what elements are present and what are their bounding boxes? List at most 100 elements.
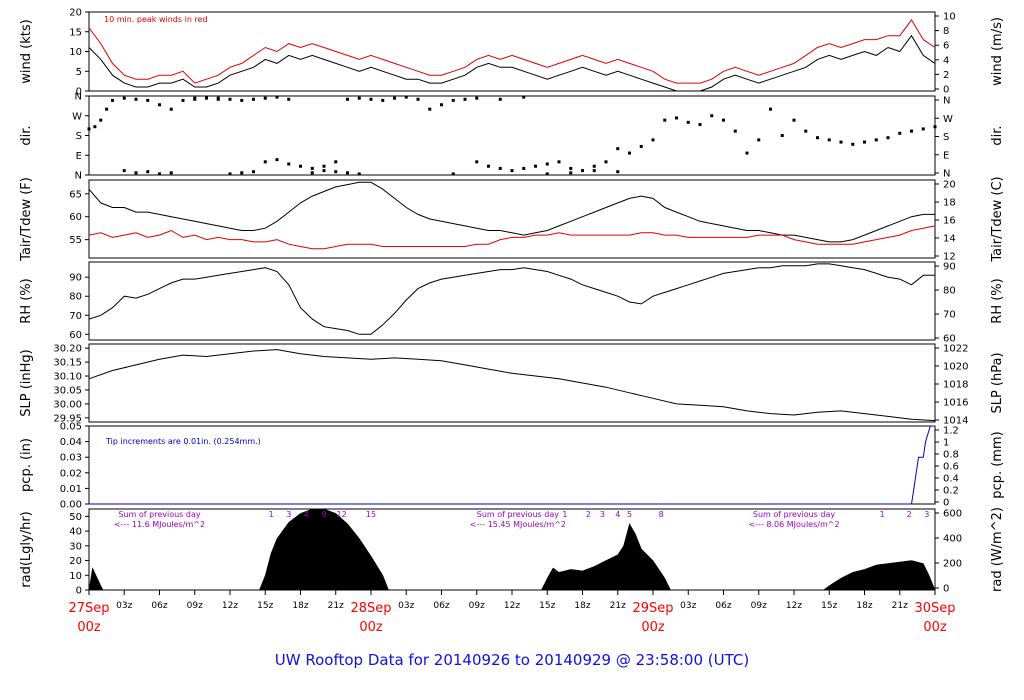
data-point bbox=[451, 98, 455, 102]
right-tick-label: 0.6 bbox=[943, 462, 959, 473]
left-axis-title: RH (%) bbox=[19, 278, 34, 323]
data-point bbox=[898, 131, 902, 135]
rad-hour-mark: 4 bbox=[304, 510, 309, 519]
right-tick-label: 70 bbox=[943, 310, 956, 321]
right-tick-label: 10 bbox=[943, 12, 956, 23]
left-tick-label: 0.04 bbox=[60, 437, 82, 448]
right-tick-label: N bbox=[943, 169, 950, 180]
data-point bbox=[169, 107, 173, 111]
rad-hour-mark: 1 bbox=[562, 510, 567, 519]
right-tick-label: 1022 bbox=[943, 344, 968, 355]
data-point bbox=[158, 172, 161, 176]
rad-hour-mark: 15 bbox=[366, 510, 376, 519]
data-point bbox=[569, 166, 573, 170]
data-point bbox=[357, 96, 361, 100]
left-tick-label: 40 bbox=[69, 527, 82, 538]
right-tick-label: 80 bbox=[943, 286, 956, 297]
data-point bbox=[651, 138, 655, 142]
data-point bbox=[557, 160, 561, 164]
data-point bbox=[111, 98, 114, 102]
wind-annotation: 10 min. peak winds in red bbox=[104, 15, 208, 24]
left-tick-label: 10 bbox=[69, 571, 82, 582]
rad-hour-mark: 2 bbox=[586, 510, 591, 519]
data-point bbox=[346, 97, 349, 101]
panel-rad: 0 10 20 30 40 50 0 200 400 600 rad(Lgly/hr) rad (W/… bbox=[19, 507, 1005, 596]
series-line-mean bbox=[88, 34, 936, 92]
data-point bbox=[522, 166, 526, 170]
left-tick-label: 20 bbox=[69, 8, 82, 19]
right-tick-label: 6 bbox=[943, 41, 949, 52]
data-point bbox=[287, 97, 291, 101]
left-tick-label: 90 bbox=[69, 273, 82, 284]
data-point bbox=[510, 169, 514, 173]
x-hour-label: 03z bbox=[398, 601, 414, 611]
panel-rh: 60 70 80 90 60 70 80 90 RH (%) RH (%) bbox=[19, 261, 1005, 345]
data-point bbox=[733, 129, 737, 133]
data-point bbox=[334, 170, 338, 174]
rad-hour-mark: 3 bbox=[600, 510, 605, 519]
right-tick-label: 0.4 bbox=[943, 474, 959, 485]
right-tick-label: 90 bbox=[943, 262, 956, 273]
right-tick-label: 20 bbox=[943, 180, 956, 191]
x-hour-label: 12z bbox=[504, 601, 520, 611]
left-axis-title: wind (kts) bbox=[19, 19, 34, 83]
panel-frame bbox=[88, 343, 936, 423]
right-tick-label: 4 bbox=[943, 55, 949, 66]
left-tick-label: 30 bbox=[69, 541, 82, 552]
x-hour-label: 09z bbox=[187, 601, 203, 611]
left-tick-label: W bbox=[72, 111, 82, 122]
x-date-label: 30Sep bbox=[914, 601, 955, 616]
data-point bbox=[322, 164, 326, 168]
data-point bbox=[863, 140, 866, 144]
rad-hour-mark: 1 bbox=[269, 510, 274, 519]
rad-sum-annotation: Sum of previous day bbox=[753, 510, 835, 519]
rad-hour-mark: 5 bbox=[627, 510, 632, 519]
rad-hour-mark: 4 bbox=[615, 510, 620, 519]
rad-hour-mark: 1 bbox=[880, 510, 885, 519]
right-tick-label: 0 bbox=[943, 584, 949, 595]
left-tick-label: 0.05 bbox=[60, 422, 82, 433]
data-point bbox=[428, 107, 432, 111]
data-point bbox=[886, 136, 890, 140]
panel-temp: 55 60 65 12 14 16 18 20 Tair/Tdew (F) Tair/Tdew (… bbox=[19, 176, 1005, 262]
right-tick-label: 0.8 bbox=[943, 450, 959, 461]
data-point bbox=[346, 171, 349, 175]
data-point bbox=[105, 107, 109, 111]
x-date-hour-label: 00z bbox=[359, 620, 383, 635]
left-tick-label: 10 bbox=[69, 47, 82, 58]
left-tick-label: 20 bbox=[69, 556, 82, 567]
right-axis-title: SLP (hPa) bbox=[990, 352, 1005, 413]
data-point bbox=[299, 164, 302, 168]
data-point bbox=[874, 138, 878, 142]
x-hour-label: 12z bbox=[222, 601, 238, 611]
left-tick-label: 30.00 bbox=[53, 399, 82, 410]
x-hour-label: 18z bbox=[574, 601, 590, 611]
left-tick-label: N bbox=[75, 171, 82, 182]
right-axis-title: wind (m/s) bbox=[990, 17, 1005, 86]
data-point bbox=[334, 160, 338, 164]
left-tick-label: 60 bbox=[69, 330, 82, 341]
data-point bbox=[310, 171, 314, 175]
right-tick-label: 60 bbox=[943, 334, 956, 345]
right-tick-label: 0.2 bbox=[943, 486, 959, 497]
left-tick-label: 55 bbox=[69, 235, 82, 246]
right-tick-label: 200 bbox=[943, 559, 962, 570]
x-hour-label: 06z bbox=[433, 601, 449, 611]
right-tick-label: 16 bbox=[943, 216, 956, 227]
data-point bbox=[134, 97, 138, 101]
data-point bbox=[757, 138, 761, 142]
right-tick-label: 0 bbox=[943, 85, 949, 96]
data-point bbox=[205, 95, 208, 99]
left-tick-label: 0 bbox=[76, 586, 82, 597]
x-date-hour-label: 00z bbox=[641, 620, 665, 635]
data-point bbox=[522, 95, 526, 99]
rad-sum-annotation: <--- 11.6 MJoules/m^2 bbox=[114, 520, 205, 529]
left-tick-label: 0.03 bbox=[60, 453, 82, 464]
left-tick-label: 60 bbox=[69, 212, 82, 223]
panel-frame bbox=[88, 95, 936, 176]
data-point bbox=[275, 158, 279, 162]
data-point bbox=[252, 97, 255, 101]
left-tick-label: 0.02 bbox=[60, 468, 82, 479]
right-tick-label: 0 bbox=[943, 498, 949, 509]
